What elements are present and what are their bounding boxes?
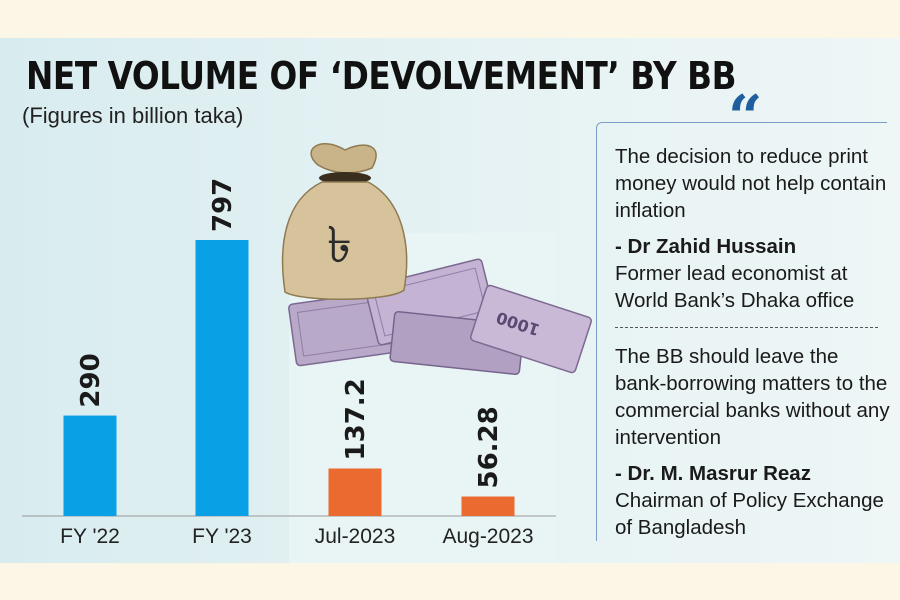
quote-box xyxy=(596,122,887,541)
taka-symbol: ৳ xyxy=(327,216,352,274)
quote-1: The decision to reduce print money would… xyxy=(615,143,895,314)
bag-body xyxy=(281,181,408,300)
x-tick-label: FY '22 xyxy=(60,525,120,548)
bar-value-label: 290 xyxy=(76,353,106,407)
quote-divider xyxy=(615,327,878,328)
bar-2 xyxy=(328,468,382,516)
x-tick-label: Aug-2023 xyxy=(442,525,533,548)
quote-author-role: Chairman of Policy Exchange of Banglades… xyxy=(615,489,884,539)
money-bag-illustration: 1000 ৳ xyxy=(281,143,592,376)
quote-text: The decision to reduce print money would… xyxy=(615,145,887,222)
bar-value-label: 137.2 xyxy=(341,378,371,460)
quote-author: - Dr. M. Masrur Reaz xyxy=(615,462,811,485)
bag-tie xyxy=(319,172,371,184)
x-tick-label: Jul-2023 xyxy=(315,525,396,548)
bar-value-label: 56.28 xyxy=(474,406,504,488)
quote-2: The BB should leave the bank-borrowing m… xyxy=(615,343,895,541)
bar-0 xyxy=(63,415,117,516)
quote-mark-icon: “ xyxy=(728,83,763,153)
quote-author-role: Former lead economist at World Bank’s Dh… xyxy=(615,262,855,312)
banknote: 1000 xyxy=(470,284,592,374)
bag-top xyxy=(310,143,377,174)
bar-1 xyxy=(195,240,249,516)
chart-subtitle: (Figures in billion taka) xyxy=(22,103,244,128)
bar-value-label: 797 xyxy=(208,178,238,232)
quote-author: - Dr Zahid Hussain xyxy=(615,235,797,258)
chart-title: NET VOLUME OF ‘DEVOLVEMENT’ BY BB xyxy=(26,54,737,98)
quote-text: The BB should leave the bank-borrowing m… xyxy=(615,345,890,449)
x-tick-label: FY '23 xyxy=(192,525,252,548)
bar-3 xyxy=(461,496,515,516)
